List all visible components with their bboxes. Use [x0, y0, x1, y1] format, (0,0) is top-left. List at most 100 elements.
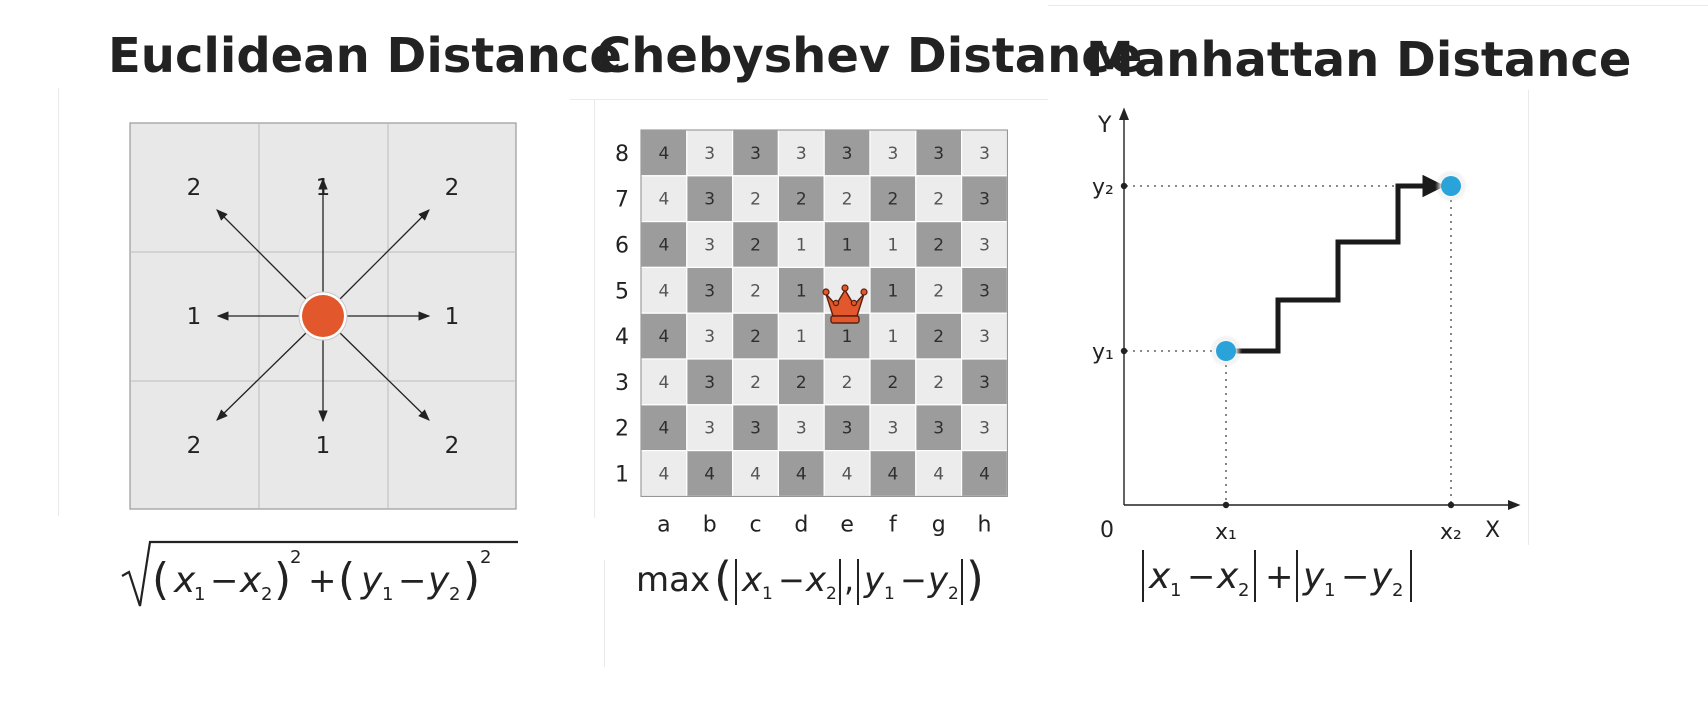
- formula-op: −: [1187, 557, 1216, 597]
- board-cell-value: 2: [750, 236, 761, 256]
- board-cell-value: 4: [658, 419, 669, 439]
- board-cell-value: 3: [887, 144, 898, 164]
- formula-op: −: [1341, 557, 1370, 597]
- formula-var: x: [1148, 556, 1171, 597]
- board-cell-value: 3: [887, 419, 898, 439]
- board-cell-value: 3: [979, 327, 990, 347]
- x2-tick-label: x₂: [1440, 520, 1462, 545]
- board-cell-value: 1: [842, 236, 853, 256]
- board-cell: [686, 450, 734, 498]
- paren-close: ): [463, 554, 480, 605]
- y-axis-label: Y: [1097, 113, 1112, 138]
- board-cell: [915, 312, 963, 360]
- board-cell-value: 4: [658, 236, 669, 256]
- formula-op: −: [900, 561, 927, 599]
- file-label: g: [932, 512, 946, 537]
- rank-label: 8: [615, 142, 629, 167]
- rank-label: 5: [615, 279, 629, 304]
- euclidean-diagram: 2 1 2 1 1 2 1 2: [129, 122, 517, 510]
- board-cell: [961, 450, 1009, 498]
- arrow-down-right: [337, 330, 430, 421]
- board-cell-value: 3: [750, 144, 761, 164]
- origin-label: 0: [1100, 518, 1114, 543]
- board-cell: [640, 266, 688, 314]
- paren-close: ): [966, 552, 984, 606]
- euclidean-formula: ( x 1 − x 2 ) 2 + ( y 1 − y 2 ) 2: [121, 540, 518, 607]
- file-label: h: [978, 512, 992, 537]
- formula-sub: 1: [194, 584, 205, 605]
- board-cell-value: 3: [842, 419, 853, 439]
- point-2: [1441, 176, 1461, 196]
- board-cell-value: 4: [979, 465, 990, 485]
- board-cell-value: 1: [887, 327, 898, 347]
- distance-label: 2: [187, 433, 202, 459]
- board-cell: [732, 266, 780, 314]
- tick-dot: [1447, 501, 1455, 509]
- file-label: e: [840, 512, 854, 537]
- formula-sub: 1: [1170, 580, 1181, 601]
- board-cell: [732, 220, 780, 268]
- formula-var: x: [173, 560, 196, 601]
- board-cell-value: 4: [658, 327, 669, 347]
- board-cell-value: 4: [658, 281, 669, 301]
- board-cell-value: 1: [796, 281, 807, 301]
- board-cell: [777, 450, 825, 498]
- board-cell-value: 1: [842, 327, 853, 347]
- formula-sub: 2: [1392, 580, 1403, 601]
- board-cell-value: 2: [750, 190, 761, 210]
- formula-op: −: [778, 561, 805, 599]
- board-cell: [823, 220, 871, 268]
- formula-var: x: [741, 560, 763, 600]
- board-cell: [915, 404, 963, 452]
- rank-label: 6: [615, 234, 629, 259]
- board-cell-value: 4: [933, 465, 944, 485]
- board-cell-value: 3: [979, 419, 990, 439]
- board-cell-value: 3: [796, 144, 807, 164]
- distance-label: 1: [187, 304, 202, 330]
- board-cell-value: 2: [750, 281, 761, 301]
- board-cell-value: 4: [658, 144, 669, 164]
- board-cell-value: 3: [704, 327, 715, 347]
- board-cell-value: 3: [704, 281, 715, 301]
- board-cell-value: 2: [887, 190, 898, 210]
- board-cell: [777, 220, 825, 268]
- distance-label: 1: [445, 304, 460, 330]
- board-cell: [915, 358, 963, 406]
- formula-sub: 2: [826, 584, 837, 604]
- board-cell: [686, 358, 734, 406]
- y1-tick-label: y₁: [1092, 340, 1114, 365]
- chebyshev-title: Chebyshev Distance: [596, 28, 1143, 84]
- arrow-up-left: [216, 209, 309, 302]
- tick-dot: [1120, 347, 1128, 355]
- board-cell: [869, 175, 917, 223]
- distance-label: 2: [187, 175, 202, 201]
- board-cell: [732, 312, 780, 360]
- board-cell: [869, 358, 917, 406]
- chebyshev-top-rule: [570, 99, 1048, 100]
- sqrt-sign: [121, 540, 518, 607]
- formula-var: y: [927, 560, 949, 600]
- formula-sub: 2: [948, 584, 959, 604]
- board-cell-value: 2: [887, 373, 898, 393]
- board-cell-value: 2: [842, 373, 853, 393]
- board-cell: [823, 358, 871, 406]
- formula-var: x: [805, 560, 827, 600]
- chebyshev-formula: max ( x 1 − x 2 , y 1 − y 2 ): [636, 552, 984, 606]
- arrow-up-right: [337, 209, 430, 302]
- board-cell-value: 2: [796, 190, 807, 210]
- board-cell-value: 2: [933, 327, 944, 347]
- distance-label: 1: [316, 175, 331, 201]
- manhattan-graph: Y X 0 y₂ y₁ x₁ x₂: [1092, 107, 1521, 545]
- formula-var: y: [1370, 556, 1393, 597]
- formula-op: −: [210, 561, 239, 601]
- board-cell: [915, 175, 963, 223]
- board-cell-value: 1: [796, 236, 807, 256]
- board-cell-value: 4: [750, 465, 761, 485]
- board-cell-value: 2: [933, 236, 944, 256]
- file-label: a: [657, 512, 670, 537]
- board-cell-value: 2: [750, 327, 761, 347]
- file-label: b: [703, 512, 717, 537]
- board-cell-value: 3: [979, 373, 990, 393]
- distance-label: 2: [445, 175, 460, 201]
- board-cell-value: 2: [750, 373, 761, 393]
